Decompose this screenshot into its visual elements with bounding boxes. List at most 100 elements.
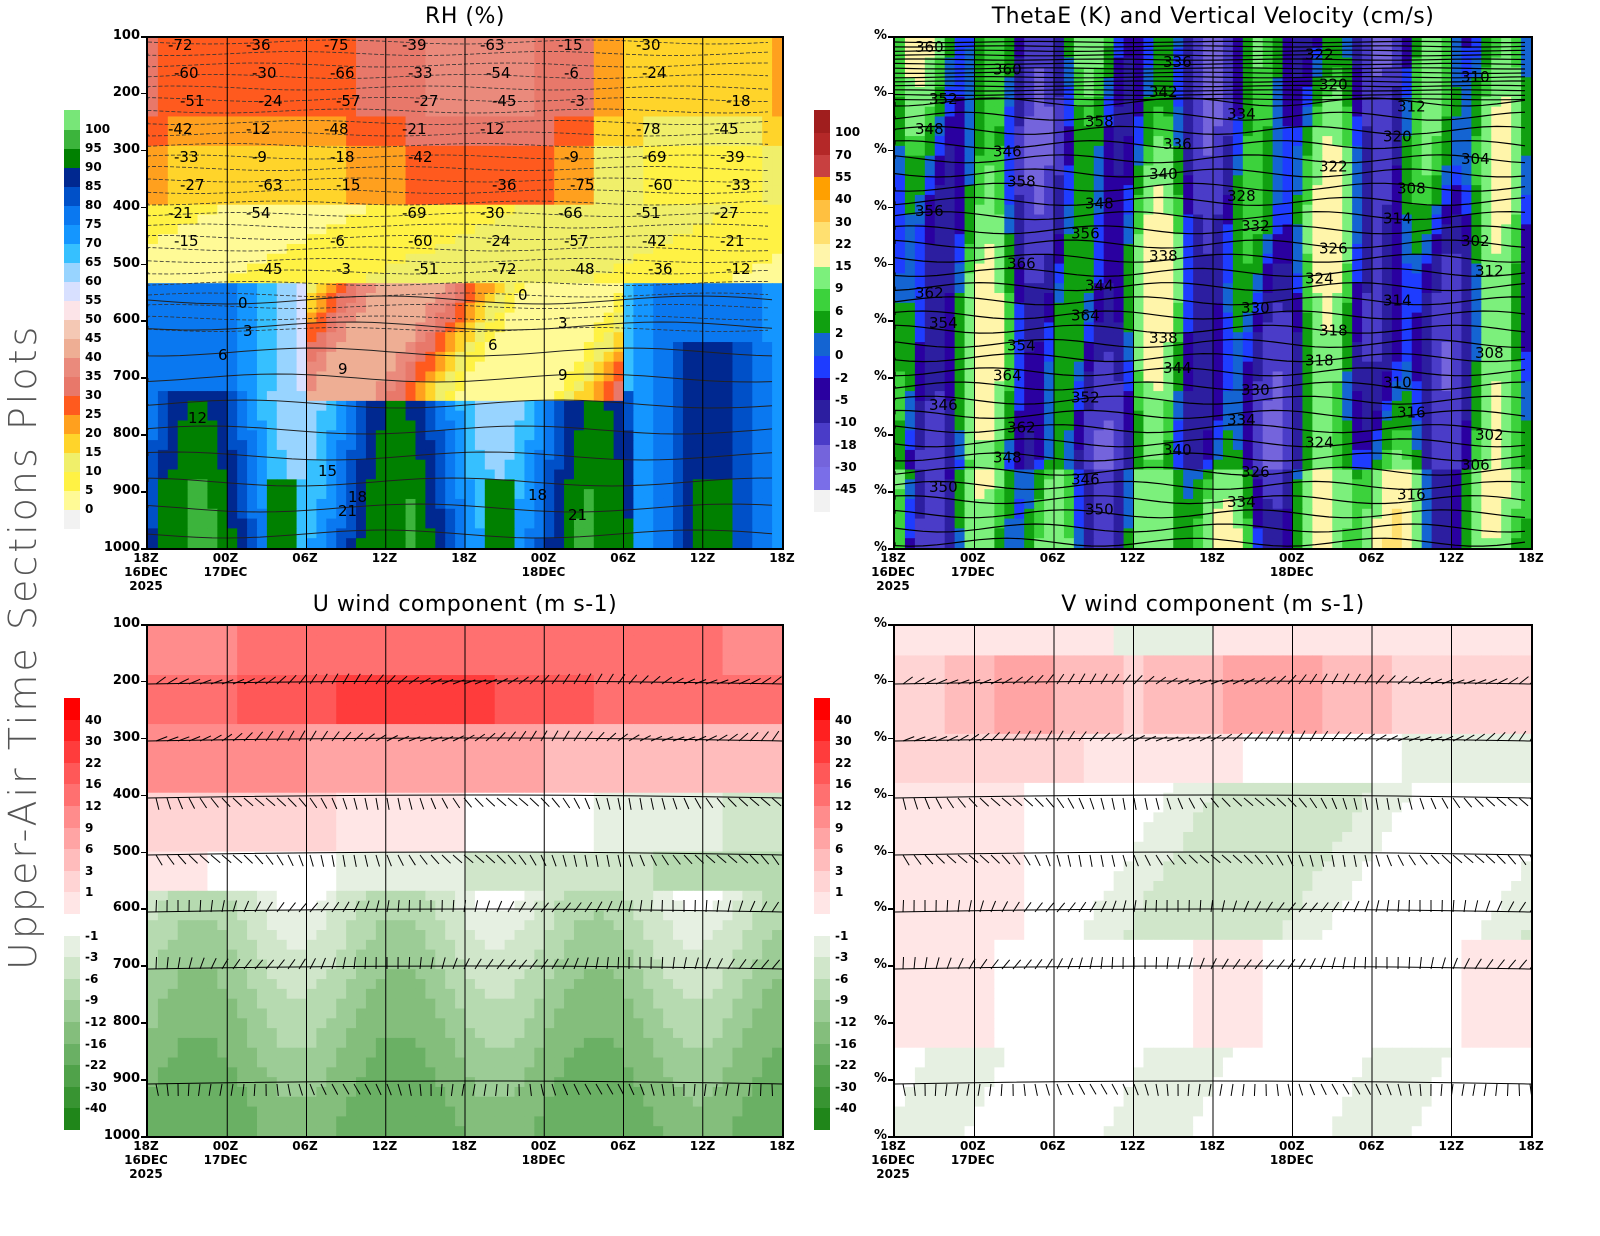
field-cell [1054,155,1065,167]
field-cell [1342,165,1353,176]
field-cell [994,126,1005,137]
field-cell [445,185,456,196]
contour-label: 9 [558,366,568,384]
field-cell [326,351,337,363]
field-cell [217,136,228,147]
field-cell [534,116,545,127]
field-cell [326,155,337,167]
field-cell [385,508,397,520]
field-cell [1501,136,1512,147]
field-cell [237,312,248,324]
field-cell [316,145,327,157]
field-cell [772,381,782,392]
field-cell [365,508,377,520]
field-cell [524,175,535,186]
field-cell [1352,204,1363,216]
field-cell [534,194,545,206]
field-cell [504,508,516,520]
field-cell [712,116,724,127]
field-cell [148,253,159,265]
field-cell [227,410,238,422]
field-cell [534,155,545,167]
field-cell [1491,136,1502,147]
field-cell [742,38,753,49]
field-cell [365,145,377,157]
field-cell [286,430,298,441]
field-cell [157,106,169,118]
field-cell [266,469,278,480]
field-cell [752,283,763,294]
field-cell [148,391,159,402]
field-cell [772,518,782,529]
field-cell [286,145,298,157]
field-cell [573,381,585,392]
field-cell [673,155,684,167]
field-cell [623,155,635,167]
field-cell [762,489,773,500]
field-cell [914,87,926,98]
field-cell [365,440,377,451]
field-cell [217,116,228,127]
field-cell [1481,67,1492,78]
field-cell [682,253,694,265]
field-cell [455,410,466,422]
field-cell [633,116,644,127]
field-cell [336,489,347,500]
field-cell [994,185,1005,196]
field-cell [623,263,635,274]
field-cell [425,440,436,451]
field-cell [702,332,714,343]
field-cell [643,518,654,529]
field-cell [356,136,367,147]
x-tick-time: 00Z [212,551,239,565]
field-cell [1332,96,1343,108]
field-cell [613,440,625,451]
field-cell [256,214,268,225]
field-cell [415,185,426,196]
field-cell [752,479,763,490]
field-cell [633,498,644,510]
field-cell [692,87,704,98]
field-cell [633,136,644,147]
field-cell [524,67,535,78]
field-cell [1153,165,1164,176]
field-cell [1491,224,1502,235]
field-cell [207,449,218,461]
field-cell [514,96,526,108]
field-cell [296,165,308,176]
field-cell [286,214,298,225]
field-cell [974,185,986,196]
contour-label: -48 [570,260,595,278]
field-cell [177,253,189,265]
field-cell [524,263,535,274]
field-cell [1272,116,1284,127]
field-cell [692,361,704,373]
field-cell [1401,185,1413,196]
field-cell [1421,57,1433,69]
field-cell [276,253,288,265]
legend-swatch [64,471,80,491]
field-cell [247,430,258,441]
field-cell [455,361,466,373]
field-cell [772,57,782,69]
field-cell [286,479,298,490]
field-cell [1213,106,1224,118]
field-cell [375,106,387,118]
field-cell [375,449,387,461]
field-cell [445,145,456,157]
field-cell [653,253,664,265]
field-cell [934,38,946,49]
field-cell [1362,38,1373,49]
field-cell [524,479,535,490]
field-cell [356,459,367,471]
field-cell [494,430,506,441]
field-cell [266,155,278,167]
field-cell [514,145,526,157]
field-cell [375,410,387,422]
field-cell [157,371,169,382]
field-cell [247,361,258,373]
isotherm-dashed [148,154,769,160]
field-cell [954,77,966,88]
field-cell [167,136,179,147]
field-cell [663,273,674,284]
